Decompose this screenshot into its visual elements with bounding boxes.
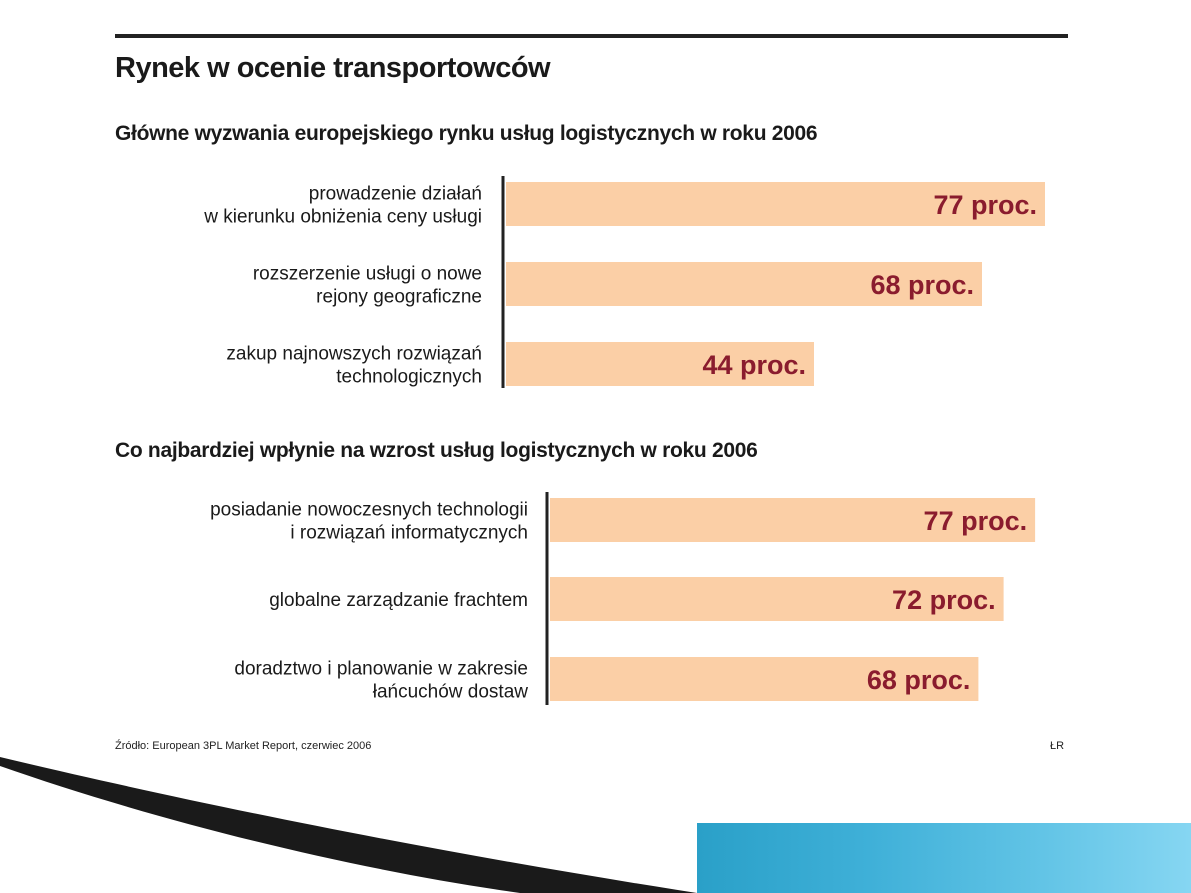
chart-1-category-label-1-line-2: w kierunku obniżenia ceny usługi bbox=[203, 207, 482, 228]
author-initials: ŁR bbox=[1050, 740, 1065, 752]
chart-2-category-label-3-line-1: doradztwo i planowanie w zakresie bbox=[234, 659, 528, 680]
top-rule bbox=[115, 34, 1068, 38]
chart-1-value-label-3: 44 proc. bbox=[702, 350, 806, 380]
chart-2-value-label-3: 68 proc. bbox=[867, 665, 971, 695]
chart-2-value-label-2: 72 proc. bbox=[892, 585, 996, 615]
chart-1-bar-2 bbox=[506, 262, 982, 306]
page-title: Rynek w ocenie transportowców bbox=[115, 52, 551, 84]
chart-1-category-label-2-line-2: rejony geograficzne bbox=[316, 287, 482, 308]
chart-2-category-label-1-line-1: posiadanie nowoczesnych technologii bbox=[210, 500, 528, 521]
chart-1-category-label-3-line-1: zakup najnowszych rozwiązań bbox=[226, 344, 482, 365]
chart-1-bar-1 bbox=[506, 182, 1045, 226]
source-note: Źródło: European 3PL Market Report, czer… bbox=[115, 740, 372, 752]
chart-2-bar-2 bbox=[550, 577, 1004, 621]
chart-1-title: Główne wyzwania europejskiego rynku usłu… bbox=[115, 122, 818, 145]
chart-1-category-label-2-line-1: rozszerzenie usługi o nowe bbox=[253, 264, 482, 285]
chart-2-category-label-3-line-2: łańcuchów dostaw bbox=[373, 682, 529, 703]
chart-1-value-label-1: 77 proc. bbox=[933, 190, 1037, 220]
chart-2-category-label-1-line-2: i rozwiązań informatycznych bbox=[290, 523, 528, 544]
chart-2-bar-3 bbox=[550, 657, 979, 701]
chart-2-category-label-2-line-1: globalne zarządzanie frachtem bbox=[269, 590, 528, 611]
chart-1-bar-3 bbox=[506, 342, 814, 386]
decorative-blue-block bbox=[697, 823, 1191, 893]
chart-1-category-label-1-line-1: prowadzenie działań bbox=[309, 184, 482, 205]
chart-2-title: Co najbardziej wpłynie na wzrost usług l… bbox=[115, 439, 758, 462]
chart-2-value-label-1: 77 proc. bbox=[924, 506, 1028, 536]
chart-2-bar-1 bbox=[550, 498, 1036, 542]
chart-1-category-label-3-line-2: technologicznych bbox=[336, 367, 482, 388]
chart-1-value-label-2: 68 proc. bbox=[870, 270, 974, 300]
